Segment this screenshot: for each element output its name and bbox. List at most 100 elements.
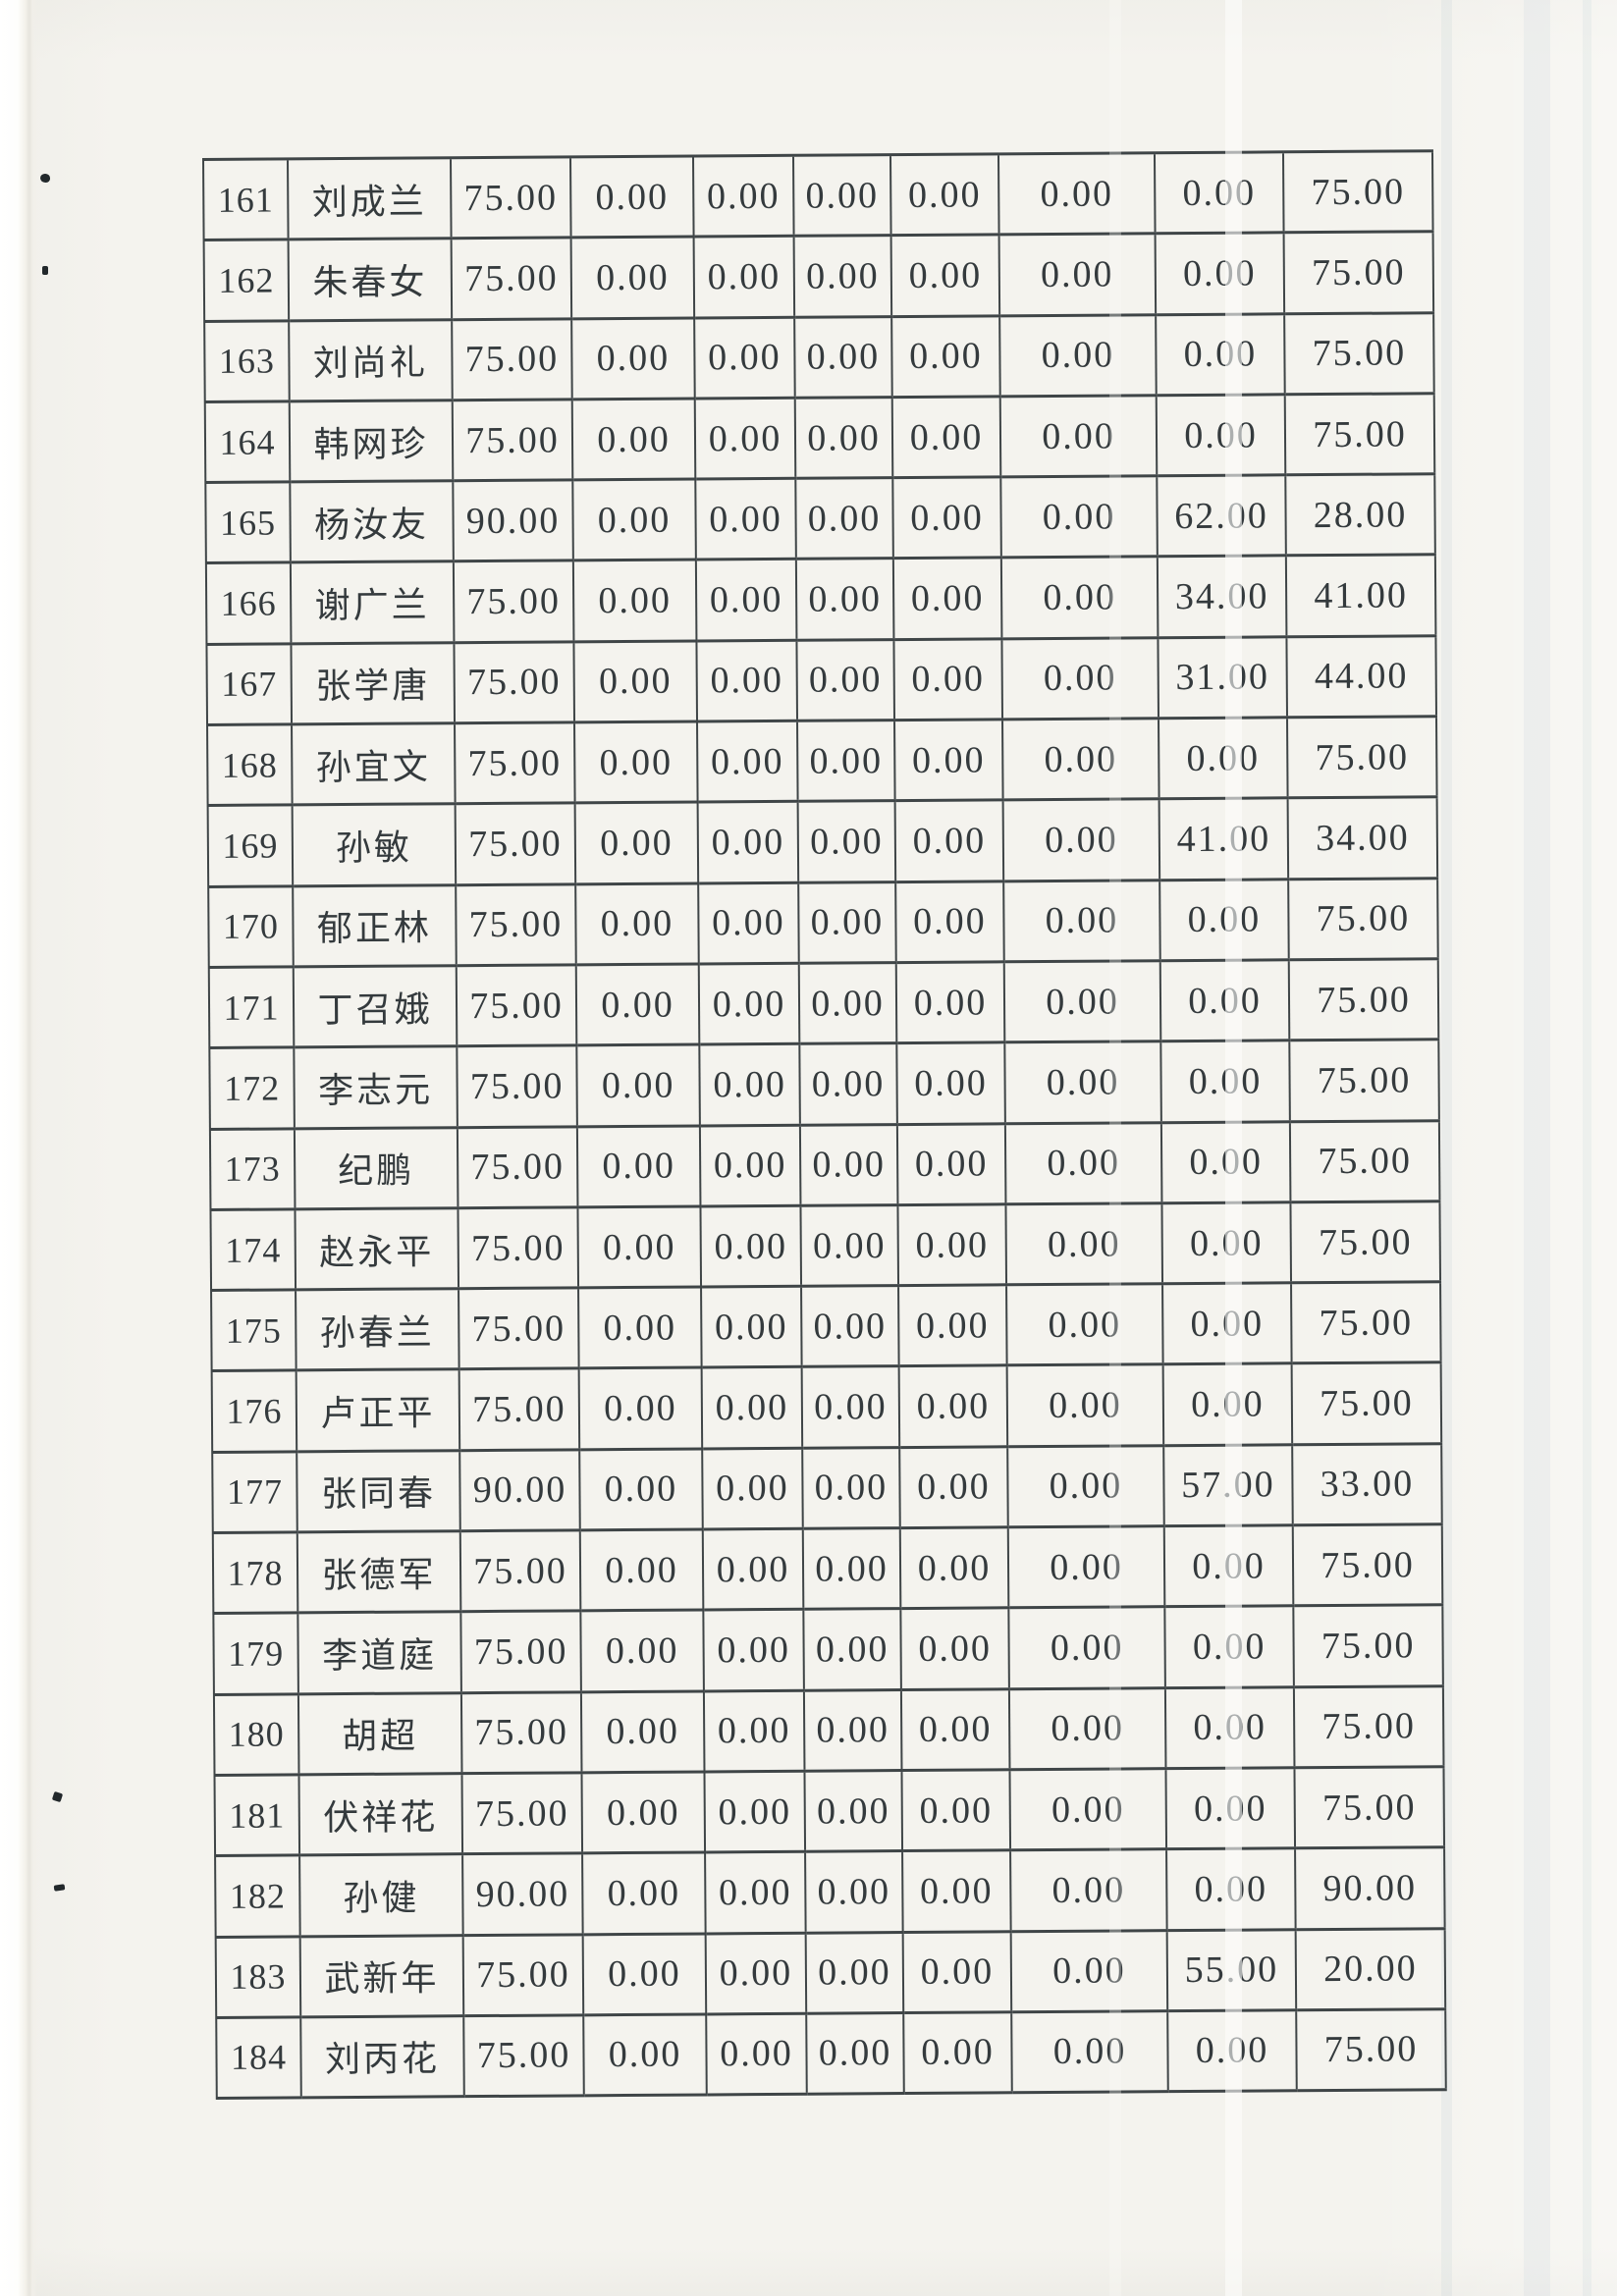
- amount-cell: 75.00: [1292, 1523, 1443, 1607]
- amount-cell: 0.00: [1002, 799, 1160, 881]
- amount-cell: 0.00: [574, 721, 698, 804]
- amount-cell: 0.00: [1162, 1282, 1292, 1365]
- scan-speck: [53, 1884, 66, 1892]
- row-number: 183: [215, 1936, 301, 2018]
- amount-cell: 0.00: [899, 1446, 1008, 1528]
- person-name: 郁正林: [293, 884, 457, 967]
- table-row: 165 杨汝友 90.00 0.00 0.00 0.00 0.00 0.00 62.00 28.0…: [205, 473, 1435, 563]
- amount-cell: 0.00: [1160, 1041, 1290, 1123]
- amount-cell: 0.00: [902, 1931, 1012, 2013]
- amount-cell: 0.00: [902, 1850, 1011, 1933]
- amount-cell: 0.00: [1006, 1364, 1164, 1447]
- amount-cell: 75.00: [1293, 1685, 1444, 1768]
- table-row: 183 武新年 75.00 0.00 0.00 0.00 0.00 0.00 55.00 20.0…: [215, 1928, 1446, 2018]
- amount-cell: 0.00: [1003, 960, 1161, 1043]
- amount-cell: 0.00: [900, 1608, 1009, 1690]
- amount-cell: 0.00: [1165, 1767, 1296, 1849]
- amount-cell: 75.00: [1289, 1120, 1440, 1202]
- amount-cell: 75.00: [1288, 878, 1438, 960]
- scan-speck: [42, 266, 48, 275]
- person-name: 孙宜文: [292, 722, 456, 806]
- amount-cell: 75.00: [1284, 393, 1435, 475]
- amount-cell: 0.00: [1167, 2009, 1297, 2092]
- amount-cell: 0.00: [798, 962, 897, 1044]
- amount-cell: 0.00: [701, 1286, 802, 1368]
- amount-cell: 0.00: [576, 1125, 701, 1207]
- amount-cell: 55.00: [1166, 1929, 1297, 2011]
- amount-cell: 0.00: [1008, 1687, 1166, 1770]
- amount-cell: 0.00: [570, 237, 695, 319]
- amount-cell: 57.00: [1163, 1444, 1293, 1526]
- amount-cell: 0.00: [574, 802, 699, 884]
- amount-cell: 0.00: [889, 153, 999, 236]
- amount-cell: 75.00: [453, 561, 574, 643]
- amount-cell: 0.00: [695, 478, 796, 561]
- amount-cell: 0.00: [1162, 1363, 1293, 1446]
- amount-cell: 0.00: [1154, 151, 1284, 235]
- table-row: 161 刘成兰 75.00 0.00 0.00 0.00 0.00 0.00 0.00 75.00: [203, 150, 1433, 240]
- scan-speck: [51, 1790, 64, 1803]
- amount-cell: 0.00: [890, 235, 1000, 317]
- amount-cell: 0.00: [891, 315, 1000, 398]
- payment-table: 161 刘成兰 75.00 0.00 0.00 0.00 0.00 0.00 0.00 75.00…: [202, 149, 1447, 2100]
- person-name: 孙春兰: [296, 1288, 459, 1371]
- amount-cell: 75.00: [452, 399, 573, 481]
- amount-cell: 0.00: [1161, 1201, 1292, 1284]
- amount-cell: 0.00: [1160, 1121, 1291, 1203]
- amount-cell: 0.00: [582, 1933, 707, 2015]
- amount-cell: 0.00: [895, 961, 1005, 1043]
- table-row: 174 赵永平 75.00 0.00 0.00 0.00 0.00 0.00 0.00 75.00: [210, 1201, 1441, 1291]
- person-name: 朱春女: [288, 239, 453, 321]
- amount-cell: 0.00: [795, 477, 893, 560]
- amount-cell: 0.00: [898, 1365, 1008, 1448]
- amount-cell: 0.00: [997, 152, 1156, 236]
- table-row: 169 孙敏 75.00 0.00 0.00 0.00 0.00 0.00 41.00 34.00: [207, 797, 1438, 887]
- row-number: 167: [206, 643, 293, 725]
- amount-cell: 34.00: [1287, 797, 1438, 880]
- amount-cell: 44.00: [1286, 635, 1437, 718]
- amount-cell: 0.00: [895, 881, 1004, 963]
- amount-cell: 0.00: [705, 1851, 806, 1934]
- amount-cell: 90.00: [453, 480, 573, 562]
- amount-cell: 75.00: [460, 1611, 581, 1693]
- amount-cell: 0.00: [571, 398, 696, 481]
- person-name: 孙健: [299, 1853, 463, 1937]
- amount-cell: 0.00: [570, 156, 694, 239]
- amount-cell: 0.00: [901, 1769, 1011, 1851]
- person-name: 伏祥花: [298, 1773, 463, 1856]
- amount-cell: 0.00: [696, 640, 798, 722]
- amount-cell: 0.00: [797, 720, 895, 802]
- amount-cell: 75.00: [1287, 716, 1437, 799]
- amount-cell: 75.00: [456, 883, 576, 966]
- person-name: 纪鹏: [294, 1127, 458, 1209]
- row-number: 169: [207, 805, 294, 887]
- row-number: 163: [204, 320, 290, 402]
- person-name: 谢广兰: [290, 561, 455, 644]
- amount-cell: 0.00: [1166, 1848, 1296, 1931]
- amount-cell: 0.00: [702, 1528, 804, 1611]
- amount-cell: 75.00: [459, 1529, 581, 1613]
- amount-cell: 0.00: [575, 882, 699, 965]
- amount-cell: 0.00: [582, 1852, 706, 1935]
- amount-cell: 0.00: [804, 1770, 903, 1852]
- amount-cell: 0.00: [1159, 879, 1289, 961]
- amount-cell: 0.00: [896, 1042, 1005, 1125]
- scan-streak: [1583, 0, 1591, 2296]
- amount-cell: 0.00: [1010, 1848, 1167, 1932]
- row-number: 161: [203, 158, 289, 240]
- amount-cell: 90.00: [459, 1449, 580, 1531]
- amount-cell: 0.00: [581, 1771, 706, 1854]
- person-name: 刘成兰: [288, 157, 452, 240]
- amount-cell: 75.00: [457, 1045, 577, 1128]
- amount-cell: 75.00: [455, 803, 576, 885]
- amount-cell: 0.00: [799, 1042, 897, 1125]
- amount-cell: 0.00: [892, 558, 1002, 640]
- amount-cell: 0.00: [802, 1447, 900, 1529]
- amount-cell: 0.00: [1159, 959, 1290, 1041]
- amount-cell: 0.00: [1002, 718, 1159, 801]
- amount-cell: 75.00: [1291, 1362, 1442, 1445]
- row-number: 166: [205, 562, 292, 645]
- amount-cell: 20.00: [1295, 1928, 1446, 2010]
- table-row: 177 张同春 90.00 0.00 0.00 0.00 0.00 0.00 57.00 33.0…: [212, 1443, 1442, 1533]
